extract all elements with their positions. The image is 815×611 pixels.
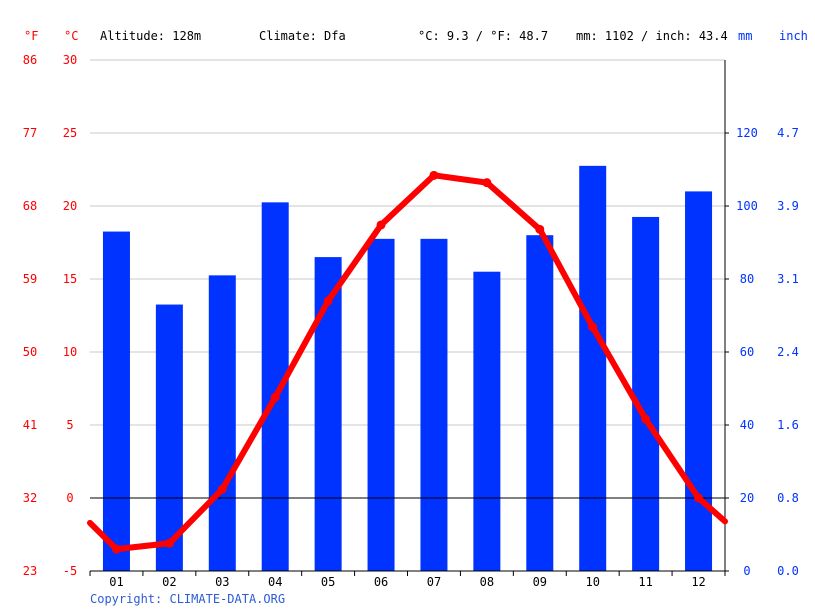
climate-label: Climate: Dfa [259, 29, 346, 43]
mm-tick-label: 0 [743, 564, 750, 578]
celsius-tick-label: -5 [63, 564, 77, 578]
precipitation-bar [314, 257, 342, 571]
temperature-point [694, 493, 704, 503]
mm-tick-label: 120 [736, 126, 758, 140]
temperature-point [164, 538, 174, 548]
inch-tick-label: 0.0 [777, 564, 799, 578]
mm-tick-label: 40 [740, 418, 754, 432]
mm-tick-label: 80 [740, 272, 754, 286]
x-tick-label: 02 [162, 575, 176, 589]
inch-tick-label: 4.7 [777, 126, 799, 140]
precipitation-bar [579, 165, 607, 571]
x-tick-label: 12 [691, 575, 705, 589]
x-tick-label: 08 [480, 575, 494, 589]
chart-axes [89, 60, 729, 576]
precipitation-bar [632, 216, 660, 571]
precipitation-bar [102, 231, 130, 572]
x-tick-label: 11 [638, 575, 652, 589]
mm-tick-label: 100 [736, 199, 758, 213]
temperature-average-label: °C: 9.3 / °F: 48.7 [418, 29, 549, 43]
precipitation-bar [526, 235, 554, 571]
inch-tick-label: 2.4 [777, 345, 799, 359]
fahrenheit-unit-label: °F [24, 29, 39, 43]
precipitation-total-label: mm: 1102 / inch: 43.4 [576, 29, 728, 43]
celsius-tick-label: 15 [63, 272, 77, 286]
x-tick-label: 04 [268, 575, 282, 589]
fahrenheit-tick-label: 86 [23, 53, 37, 67]
precipitation-bar [208, 275, 236, 571]
temperature-point [376, 220, 386, 230]
celsius-tick-label: 25 [63, 126, 77, 140]
inch-unit-label: inch [779, 29, 808, 43]
x-tick-label: 07 [427, 575, 441, 589]
temperature-point [111, 544, 121, 554]
fahrenheit-tick-label: 50 [23, 345, 37, 359]
x-tick-label: 10 [585, 575, 599, 589]
fahrenheit-tick-label: 23 [23, 564, 37, 578]
inch-tick-label: 0.8 [777, 491, 799, 505]
temperature-point [641, 414, 651, 424]
precipitation-bar [685, 191, 713, 571]
inch-tick-label: 3.1 [777, 272, 799, 286]
fahrenheit-tick-label: 32 [23, 491, 37, 505]
temperature-point [217, 484, 227, 494]
celsius-tick-label: 20 [63, 199, 77, 213]
altitude-label: Altitude: 128m [100, 29, 202, 43]
celsius-tick-label: 0 [66, 491, 73, 505]
grid-lines [90, 59, 725, 426]
precipitation-bar [155, 304, 183, 571]
inch-tick-label: 1.6 [777, 418, 799, 432]
precipitation-bar [261, 202, 289, 571]
fahrenheit-tick-label: 68 [23, 199, 37, 213]
temperature-point [588, 322, 598, 332]
precipitation-bar [473, 271, 501, 571]
mm-tick-label: 60 [740, 345, 754, 359]
x-tick-label: 06 [374, 575, 388, 589]
precipitation-bar [367, 238, 395, 571]
fahrenheit-tick-label: 59 [23, 272, 37, 286]
x-tick-label: 05 [321, 575, 335, 589]
copyright-label: Copyright: CLIMATE-DATA.ORG [90, 592, 286, 606]
mm-unit-label: mm [738, 29, 753, 43]
x-tick-label: 09 [533, 575, 547, 589]
temperature-path [87, 172, 728, 553]
temperature-point [535, 224, 545, 234]
fahrenheit-tick-label: 41 [23, 418, 37, 432]
celsius-tick-label: 10 [63, 345, 77, 359]
fahrenheit-tick-label: 77 [23, 126, 37, 140]
temperature-point [429, 170, 439, 180]
inch-tick-label: 3.9 [777, 199, 799, 213]
temperature-point [270, 392, 280, 402]
celsius-unit-label: °C [64, 29, 79, 43]
mm-tick-label: 20 [740, 491, 754, 505]
temperature-line [87, 170, 728, 554]
celsius-tick-label: 5 [66, 418, 73, 432]
celsius-tick-label: 30 [63, 53, 77, 67]
precipitation-bars [102, 165, 713, 572]
x-tick-label: 01 [109, 575, 123, 589]
precipitation-bar [420, 238, 448, 571]
temperature-point [323, 296, 333, 306]
temperature-point [482, 178, 492, 188]
x-tick-label: 03 [215, 575, 229, 589]
